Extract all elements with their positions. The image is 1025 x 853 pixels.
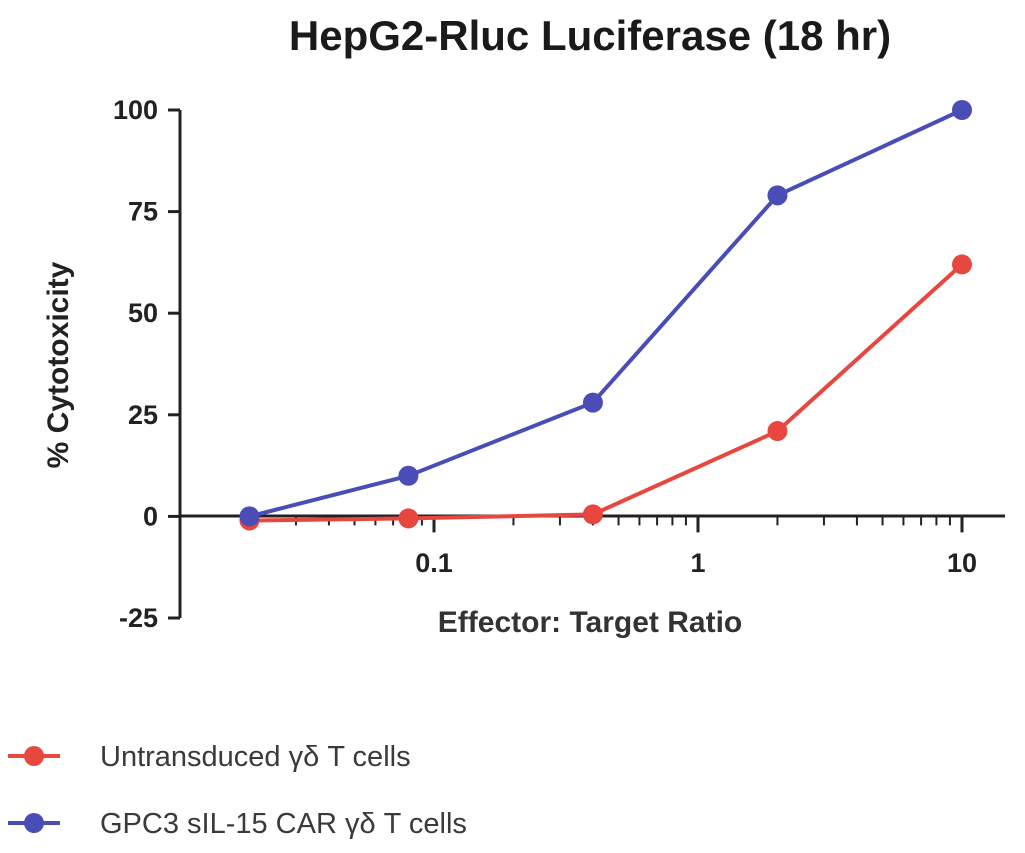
series-2 bbox=[239, 100, 972, 527]
y-tick-label: 100 bbox=[113, 95, 158, 125]
y-tick-label: -25 bbox=[119, 603, 158, 633]
y-ticks: -25 0 25 50 75 100 bbox=[113, 95, 180, 633]
legend-label: Untransduced γδ T cells bbox=[100, 741, 411, 773]
series-layer bbox=[239, 100, 972, 531]
y-tick-label: 50 bbox=[128, 298, 158, 328]
x-ticks: 0.1 1 10 bbox=[248, 516, 977, 578]
legend: Untransduced γδ T cells GPC3 sIL-15 CAR γ… bbox=[8, 741, 467, 840]
series-line bbox=[249, 108, 963, 519]
data-point bbox=[398, 508, 419, 529]
y-axis-label: % Cytotoxicity bbox=[42, 261, 75, 468]
data-point bbox=[952, 254, 972, 275]
legend-marker bbox=[24, 813, 44, 833]
x-tick-label: 0.1 bbox=[415, 548, 453, 578]
x-tick-label: 1 bbox=[690, 548, 705, 578]
series-line bbox=[249, 262, 964, 523]
legend-marker bbox=[24, 746, 44, 766]
data-point bbox=[582, 504, 603, 525]
data-point bbox=[398, 465, 419, 486]
data-point bbox=[767, 421, 788, 442]
x-tick-label: 10 bbox=[947, 548, 977, 578]
y-tick-label: 25 bbox=[128, 400, 158, 430]
y-tick-label: 75 bbox=[128, 197, 158, 227]
data-point bbox=[767, 185, 788, 206]
y-tick-label: 0 bbox=[143, 501, 158, 531]
data-point bbox=[952, 100, 972, 120]
data-point bbox=[582, 392, 603, 413]
legend-label: GPC3 sIL-15 CAR γδ T cells bbox=[100, 808, 467, 840]
chart-title: HepG2-Rluc Luciferase (18 hr) bbox=[289, 12, 891, 59]
data-point bbox=[239, 506, 260, 527]
x-axis-label: Effector: Target Ratio bbox=[438, 606, 742, 639]
